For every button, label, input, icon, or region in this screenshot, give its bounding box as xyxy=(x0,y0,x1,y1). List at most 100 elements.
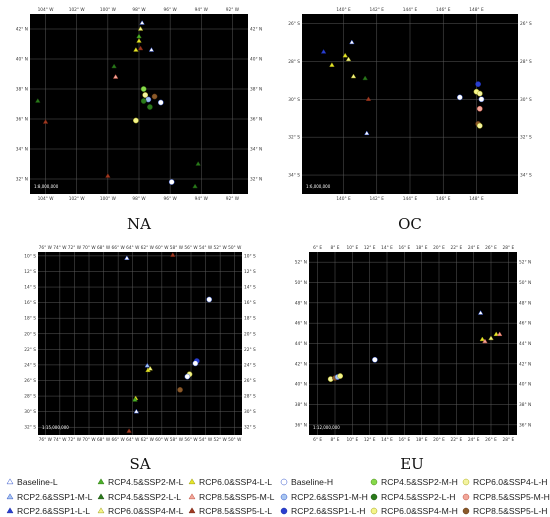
legend-label: RCP8.5&SSP5-L-H xyxy=(473,506,548,516)
lon-tick-label-bottom: 142° E xyxy=(370,196,385,202)
legend-label: RCP8.5&SSP5-M-H xyxy=(473,492,550,502)
data-point-rcp4-5-ssp2-l-l xyxy=(111,63,117,69)
data-point-rcp6-0-ssp4-l-l xyxy=(342,52,348,58)
lon-tick-label-top: 140° E xyxy=(336,7,351,13)
data-point-baseline-h xyxy=(206,296,213,303)
legend-label: RCP4.5&SSP2-L-H xyxy=(381,492,456,502)
lon-tick-label-top: 144° E xyxy=(403,7,418,13)
lat-tick-label-left: 24° S xyxy=(24,362,36,368)
data-point-rcp6-0-ssp4-l-l xyxy=(329,62,335,67)
triangle-marker-icon xyxy=(188,478,196,485)
legend-item: RCP4.5&SSP2-M-L xyxy=(97,477,184,487)
lon-tick-label-bottom: 18° E xyxy=(416,437,428,443)
data-point-baseline-h xyxy=(184,373,191,380)
lat-tick-label-right: 12° S xyxy=(244,269,256,275)
data-point-rcp4-5-ssp2-l-h xyxy=(140,98,147,104)
data-point-rcp4-5-ssp2-l-l xyxy=(35,98,41,103)
data-point-rcp6-0-ssp4-m-h xyxy=(337,373,344,379)
legend-item: RCP6.0&SSP4-M-L xyxy=(97,506,184,516)
data-point-rcp8-5-ssp5-m-l xyxy=(112,74,119,79)
triangle-marker-icon xyxy=(97,493,105,500)
lon-tick-label-top: 14° E xyxy=(381,245,393,251)
lon-tick-label-top: 68° W xyxy=(97,245,111,251)
lat-tick-label-right: 36° N xyxy=(250,117,262,123)
lon-tick-label-top: 142° E xyxy=(370,7,385,13)
data-point-baseline-h xyxy=(157,99,164,106)
lat-tick-label-right: 26° S xyxy=(244,378,256,384)
lat-tick-label-left: 50° N xyxy=(295,280,307,286)
lon-tick-label-top: 12° E xyxy=(364,245,376,251)
lat-tick-label-right: 50° N xyxy=(519,280,531,286)
lat-tick-label-right: 36° N xyxy=(519,422,531,428)
data-point-baseline-h xyxy=(372,356,378,363)
lon-tick-label-bottom: 24° E xyxy=(468,437,480,443)
triangle-marker-icon xyxy=(6,507,14,514)
lon-tick-label-top: 26° E xyxy=(485,245,497,251)
legend-label: RCP4.5&SSP2-L-L xyxy=(108,492,181,502)
lon-tick-label-top: 76° W xyxy=(39,245,53,251)
legend-item: RCP2.6&SSP1-M-H xyxy=(280,492,368,502)
lon-tick-label-bottom: 58° W xyxy=(170,437,184,443)
data-point-rcp8-5-ssp5-m-l xyxy=(482,338,488,344)
legend-item: RCP8.5&SSP5-M-L xyxy=(188,492,275,502)
legend-label: RCP6.0&SSP4-L-L xyxy=(199,477,272,487)
data-point-baseline-l xyxy=(349,39,355,45)
map-panel-sa: 76° W76° W74° W74° W72° W72° W70° W70° W… xyxy=(24,245,256,443)
data-point-baseline-h xyxy=(192,360,199,367)
data-point-rcp8-5-ssp5-l-l xyxy=(170,252,176,257)
data-point-rcp6-0-ssp4-l-l xyxy=(479,336,486,342)
legend-label: RCP4.5&SSP2-M-H xyxy=(381,477,458,487)
legend-label: RCP6.0&SSP4-M-L xyxy=(108,506,184,516)
panel-label: EU xyxy=(400,455,424,473)
map-background xyxy=(38,252,242,435)
lat-tick-label-right: 44° N xyxy=(519,341,531,347)
triangle-marker-icon xyxy=(188,507,196,514)
lon-tick-label-bottom: 26° E xyxy=(485,437,497,443)
lat-tick-label-left: 20° S xyxy=(24,331,36,337)
data-point-rcp8-5-ssp5-l-h xyxy=(177,386,183,393)
triangle-marker-icon xyxy=(188,493,196,500)
lat-tick-label-left: 52° N xyxy=(295,260,307,266)
data-point-baseline-l xyxy=(364,130,370,136)
lon-tick-label-top: 96° W xyxy=(164,7,178,13)
lat-tick-label-left: 26° S xyxy=(24,378,36,384)
legend-label: RCP2.6&SSP1-L-L xyxy=(17,506,90,516)
lon-tick-label-bottom: 64° W xyxy=(126,437,140,443)
lat-tick-label-left: 40° N xyxy=(295,382,307,388)
data-point-rcp6-0-ssp4-l-l xyxy=(136,38,142,43)
lat-tick-label-right: 46° N xyxy=(519,321,531,327)
lat-tick-label-left: 34° N xyxy=(16,147,28,153)
lat-tick-label-left: 14° S xyxy=(24,285,36,291)
lat-tick-label-right: 38° N xyxy=(250,87,262,93)
lon-tick-label-bottom: 14° E xyxy=(381,437,393,443)
lon-tick-label-top: 28° E xyxy=(502,245,514,251)
lon-tick-label-bottom: 76° W xyxy=(39,437,53,443)
lat-tick-label-right: 42° N xyxy=(250,27,262,33)
legend-item: RCP6.0&SSP4-L-H xyxy=(462,477,548,487)
lon-tick-label-bottom: 54° W xyxy=(199,437,213,443)
lat-tick-label-left: 32° N xyxy=(16,177,28,183)
data-point-rcp6-0-ssp4-l-h xyxy=(142,92,149,98)
legend-item: RCP8.5&SSP5-L-L xyxy=(188,506,272,516)
lon-tick-label-bottom: 28° E xyxy=(502,437,514,443)
lat-tick-label-left: 42° N xyxy=(16,27,28,33)
legend-label: RCP2.6&SSP1-M-H xyxy=(291,492,368,502)
lat-tick-label-right: 24° S xyxy=(244,362,256,368)
lat-tick-label-right: 26° S xyxy=(520,21,532,27)
lat-tick-label-right: 32° S xyxy=(520,135,532,141)
legend-label: RCP2.6&SSP1-L-H xyxy=(291,506,366,516)
lon-tick-label-top: 94° W xyxy=(195,7,209,13)
legend-item: RCP4.5&SSP2-M-H xyxy=(370,477,458,487)
data-point-baseline-h xyxy=(168,179,175,185)
lon-tick-label-bottom: 60° W xyxy=(155,437,169,443)
data-point-rcp6-0-ssp4-m-l xyxy=(137,26,144,31)
lon-tick-label-bottom: 100° W xyxy=(100,196,117,202)
lon-tick-label-top: 16° E xyxy=(398,245,410,251)
data-point-rcp6-0-ssp4-m-l xyxy=(350,73,357,79)
data-point-baseline-l xyxy=(124,255,130,260)
lat-tick-label-left: 42° N xyxy=(295,361,307,367)
data-point-rcp6-0-ssp4-m-l xyxy=(488,335,494,341)
lon-tick-label-top: 24° E xyxy=(468,245,480,251)
data-point-baseline-l xyxy=(139,20,145,25)
